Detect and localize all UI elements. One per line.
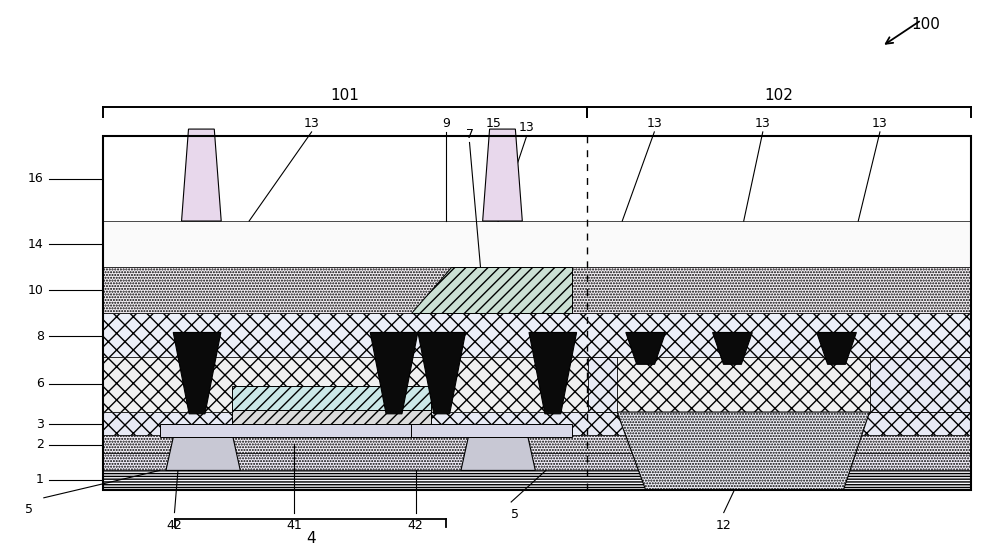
Bar: [103, 221, 971, 267]
Text: 13: 13: [304, 117, 319, 130]
Polygon shape: [461, 437, 535, 470]
Bar: [160, 425, 446, 437]
Text: 100: 100: [912, 18, 940, 32]
Text: 5: 5: [25, 503, 33, 516]
Polygon shape: [182, 129, 221, 221]
Text: 41: 41: [286, 519, 302, 532]
Text: 9: 9: [442, 117, 450, 130]
Polygon shape: [173, 332, 221, 414]
Bar: [103, 412, 971, 435]
Text: 8: 8: [36, 329, 44, 343]
Text: 15: 15: [486, 117, 502, 130]
Text: 13: 13: [646, 117, 662, 130]
Bar: [103, 357, 971, 412]
Text: 5: 5: [511, 508, 519, 521]
Bar: [232, 410, 431, 425]
Text: 4: 4: [306, 531, 316, 546]
Polygon shape: [529, 332, 577, 414]
Polygon shape: [817, 332, 856, 364]
Text: 42: 42: [408, 519, 424, 532]
Bar: [103, 267, 971, 313]
Bar: [103, 136, 971, 490]
Text: 16: 16: [28, 172, 44, 185]
Text: 7: 7: [466, 129, 474, 141]
Polygon shape: [588, 357, 617, 412]
Bar: [411, 425, 572, 437]
Text: 12: 12: [716, 519, 732, 532]
Text: 13: 13: [872, 117, 888, 130]
Text: 102: 102: [764, 88, 793, 103]
Polygon shape: [617, 412, 870, 490]
Polygon shape: [411, 267, 572, 313]
Bar: [103, 313, 971, 357]
Bar: [232, 386, 431, 410]
Polygon shape: [870, 357, 970, 412]
Polygon shape: [166, 437, 240, 470]
Text: 1: 1: [36, 474, 44, 486]
Text: 3: 3: [36, 418, 44, 431]
Text: 13: 13: [519, 120, 535, 134]
Bar: [103, 453, 971, 470]
Polygon shape: [483, 129, 522, 221]
Text: 13: 13: [755, 117, 771, 130]
Text: 2: 2: [36, 438, 44, 451]
Polygon shape: [370, 332, 418, 414]
Bar: [103, 435, 971, 453]
Polygon shape: [626, 332, 665, 364]
Polygon shape: [418, 332, 466, 414]
Text: 101: 101: [331, 88, 359, 103]
Text: 42: 42: [167, 519, 182, 532]
Text: 10: 10: [28, 283, 44, 296]
Text: 6: 6: [36, 377, 44, 390]
Bar: [103, 470, 971, 490]
Text: 14: 14: [28, 238, 44, 251]
Polygon shape: [713, 332, 752, 364]
